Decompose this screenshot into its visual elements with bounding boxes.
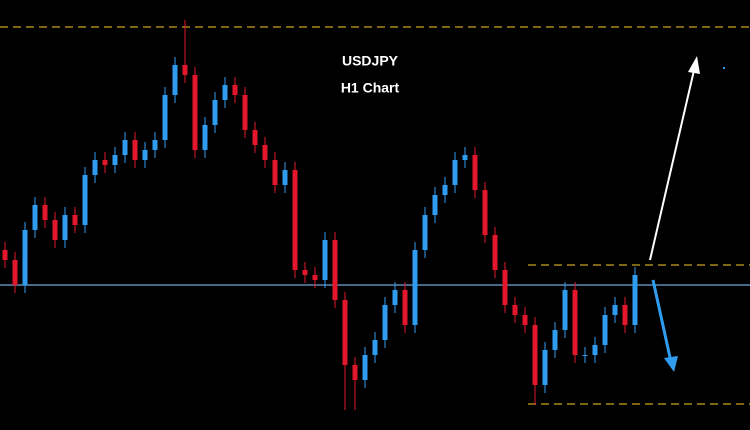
candle-body: [252, 130, 258, 145]
candle-body: [192, 75, 198, 150]
candle-body: [402, 290, 408, 325]
candle-body: [582, 355, 588, 356]
candle-body: [202, 125, 208, 150]
candle-body: [562, 290, 568, 330]
candle-body: [92, 160, 98, 175]
candle-body: [482, 190, 488, 235]
candle-body: [532, 325, 538, 385]
candle-body: [262, 145, 268, 160]
candle-body: [162, 95, 168, 140]
candle-body: [592, 345, 598, 355]
candle-body: [182, 65, 188, 75]
candle-body: [302, 270, 308, 275]
candle-body: [2, 250, 8, 260]
candle-body: [412, 250, 418, 325]
candle-body: [292, 170, 298, 270]
candle-body: [452, 160, 458, 185]
candle-body: [242, 95, 248, 130]
candle-body: [422, 215, 428, 250]
candle-body: [352, 365, 358, 380]
candle-body: [332, 240, 338, 300]
candle-body: [472, 155, 478, 190]
candle-body: [342, 300, 348, 365]
candle-body: [362, 355, 368, 380]
candle-body: [282, 170, 288, 185]
up-arrow-head: [688, 56, 700, 74]
candle-body: [172, 65, 178, 95]
up-arrow: [649, 65, 696, 261]
candle-body: [542, 350, 548, 385]
candle-body: [612, 305, 618, 315]
candle-body: [222, 85, 228, 100]
candle-body: [382, 305, 388, 340]
candle-body: [12, 260, 18, 285]
candle-body: [132, 140, 138, 160]
candle-body: [72, 215, 78, 225]
chart-title: USDJPY: [342, 53, 399, 69]
candle-body: [522, 315, 528, 325]
candle-body: [392, 290, 398, 305]
candle-body: [372, 340, 378, 355]
candle-body: [442, 185, 448, 195]
candle-body: [82, 175, 88, 225]
candle-body: [102, 160, 108, 165]
candle-body: [42, 205, 48, 220]
candle-body: [272, 160, 278, 185]
candle-body: [462, 155, 468, 160]
candle-body: [142, 150, 148, 160]
candle-body: [502, 270, 508, 305]
candle-body: [622, 305, 628, 325]
annotation-arrows: [649, 56, 725, 372]
candle-body: [112, 155, 118, 165]
candle-body: [322, 240, 328, 280]
candle-body: [232, 85, 238, 95]
candle-body: [212, 100, 218, 125]
candle-body: [512, 305, 518, 315]
candle-body: [22, 230, 28, 285]
candle-body: [122, 140, 128, 155]
candle-body: [552, 330, 558, 350]
down-arrow: [651, 279, 673, 363]
marker-dot: [723, 67, 725, 69]
candle-body: [432, 195, 438, 215]
candle-body: [152, 140, 158, 150]
candle-body: [632, 275, 638, 325]
candle-body: [32, 205, 38, 230]
candle-body: [572, 290, 578, 355]
candle-body: [62, 215, 68, 240]
candle-body: [312, 275, 318, 280]
candle-body: [602, 315, 608, 345]
down-arrow-head: [664, 356, 678, 372]
candle-body: [52, 220, 58, 240]
chart-subtitle: H1 Chart: [341, 80, 400, 96]
candle-body: [492, 235, 498, 270]
